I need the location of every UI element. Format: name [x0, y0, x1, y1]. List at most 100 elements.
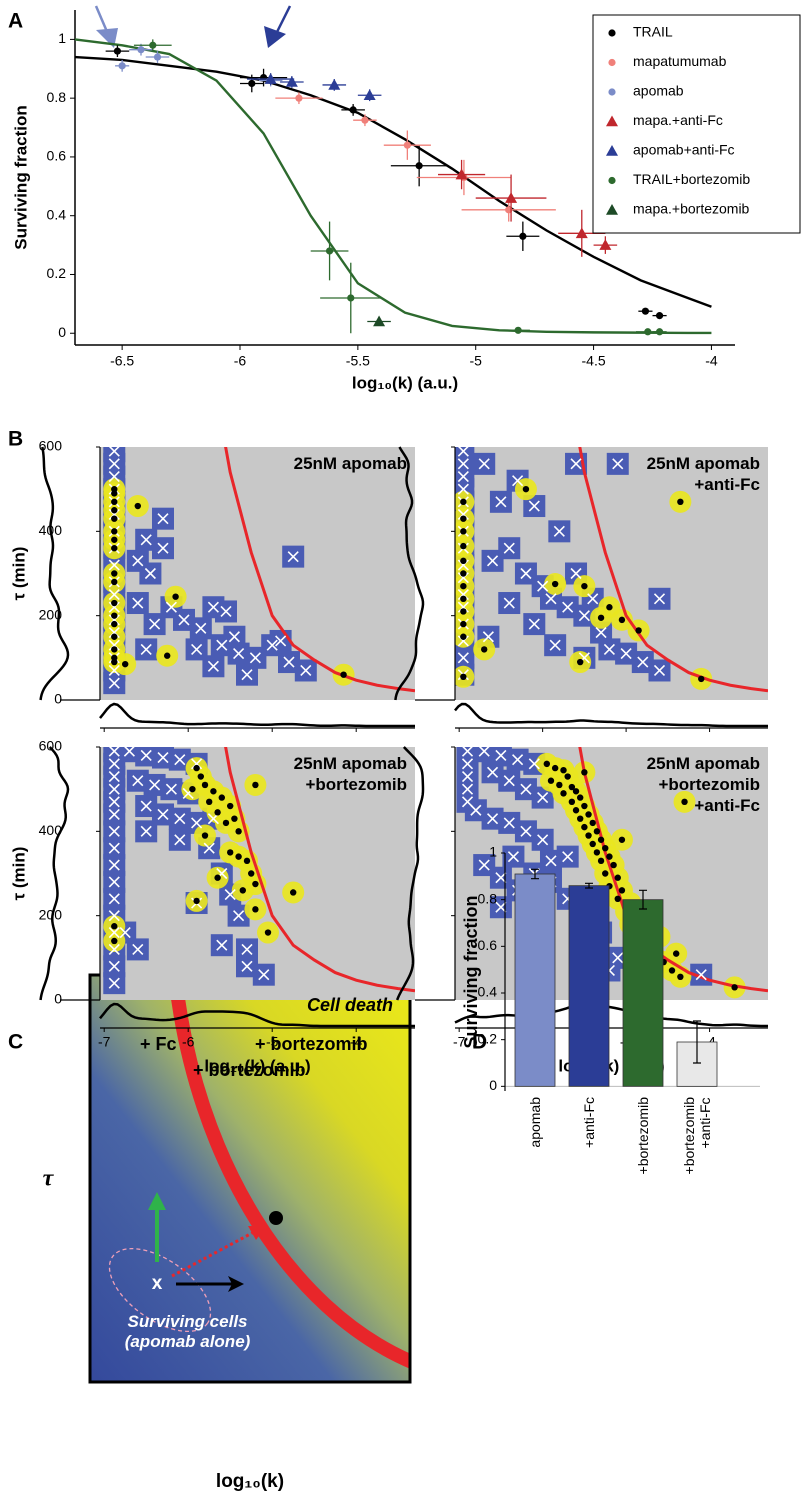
point [505, 192, 518, 203]
point [264, 73, 277, 84]
y-tick-label: 0.8 [47, 89, 67, 105]
y-tick-label: 0 [489, 1077, 497, 1093]
y-tick-label: 600 [39, 438, 63, 454]
surviving-cell [545, 855, 557, 867]
panel-title: 25nM apomab +bortezomib [293, 754, 407, 794]
dead-cell [340, 671, 347, 678]
surviving-cell [157, 542, 169, 554]
x-tick-label: -7 [453, 1034, 466, 1050]
dead-cell [585, 811, 592, 818]
x-tick-label: +bortezomib +anti-Fc [681, 1097, 713, 1175]
surviving-cell [140, 534, 152, 546]
dead-cell [111, 633, 118, 640]
surviving-cell [470, 804, 482, 816]
dead-cell [111, 507, 118, 514]
surviving-cell [108, 589, 120, 601]
legend-label: TRAIL+bortezomib [633, 171, 750, 187]
legend-marker [608, 176, 616, 185]
axis-title: τ [43, 1166, 55, 1192]
surviving-cell [249, 652, 261, 664]
surviving-cell [507, 851, 519, 863]
x-tick-label: -7 [98, 1034, 111, 1050]
plot-area [100, 747, 415, 1000]
surviving-cell [537, 580, 549, 592]
legend-label: apomab [633, 83, 684, 99]
dead-cell [581, 802, 588, 810]
dead-cell [460, 542, 467, 550]
dead-cell [597, 857, 605, 865]
fit-line [74, 55, 712, 308]
dead-cell [111, 545, 118, 552]
x-tick-label: -5 [266, 1034, 279, 1050]
surviving-cell [562, 601, 574, 613]
surviving-cell [233, 648, 245, 660]
surviving-cell [457, 508, 469, 521]
point [285, 75, 298, 87]
surviving-cell [587, 593, 599, 605]
dead-cell [581, 769, 588, 776]
surviving-cell [553, 525, 565, 537]
surviving-cell [108, 470, 120, 483]
dead-cell [585, 832, 592, 839]
plot-area [455, 747, 768, 1000]
surviving-cell [287, 551, 299, 563]
x-tick-label: -6.5 [110, 353, 134, 369]
dead-cell [568, 783, 576, 791]
surviving-cell [241, 943, 253, 955]
x-tick-label: -6 [234, 353, 247, 369]
surviving-cell [149, 779, 161, 791]
dead-cell [460, 595, 467, 602]
dead-cell [556, 781, 563, 789]
y-tick-label: 0.8 [478, 890, 498, 906]
surviving-cell [216, 939, 228, 951]
marginal-density [395, 746, 425, 1001]
dead-cell [201, 832, 209, 839]
point [655, 328, 664, 336]
dead-cell [668, 967, 676, 974]
dead-cell [589, 819, 596, 827]
surviving-cell [266, 639, 278, 651]
dead-cell [111, 937, 118, 945]
x-tick-label: apomab [527, 1097, 543, 1148]
dead-cell [252, 906, 259, 913]
surviving-cell [195, 622, 207, 634]
dead-cell [698, 675, 705, 683]
point [641, 307, 650, 315]
error-bar [585, 882, 593, 889]
surviving-cell [108, 977, 120, 989]
dead-cell [606, 604, 613, 611]
dead-cell [460, 557, 467, 565]
surviving-cell [191, 817, 203, 829]
dead-cell [214, 809, 221, 816]
point [137, 46, 145, 54]
point [455, 168, 468, 180]
surviving-cell [461, 783, 474, 795]
surviving-cell [549, 639, 561, 651]
dead-cell [547, 777, 555, 784]
y-tick-label: 400 [39, 522, 63, 538]
surviving-cell [132, 597, 144, 609]
surviving-cell [119, 926, 131, 939]
surviving-cell [283, 656, 295, 668]
dead-cell [560, 766, 567, 774]
surviving-cell [495, 496, 507, 508]
surviving-cell [108, 859, 120, 871]
legend-label: mapa.+bortezomib [633, 201, 750, 217]
y-axis-title: Surviving fraction [11, 105, 30, 250]
point [363, 89, 376, 101]
dead-cell [239, 887, 246, 894]
panel-label: D [472, 1031, 487, 1054]
surviving-cell [620, 648, 632, 660]
dead-cell [197, 773, 204, 780]
dead-cell [460, 515, 467, 522]
surviving-cell [512, 754, 524, 766]
surviving-cell [108, 960, 120, 972]
marginal-density [454, 702, 768, 728]
dead-cell [560, 790, 567, 797]
surviving-cell [528, 500, 540, 512]
surviving-cell [108, 677, 120, 689]
legend-label: + bortezomib [193, 1060, 306, 1080]
surviving-cell [695, 969, 707, 981]
legend-marker [606, 115, 618, 127]
